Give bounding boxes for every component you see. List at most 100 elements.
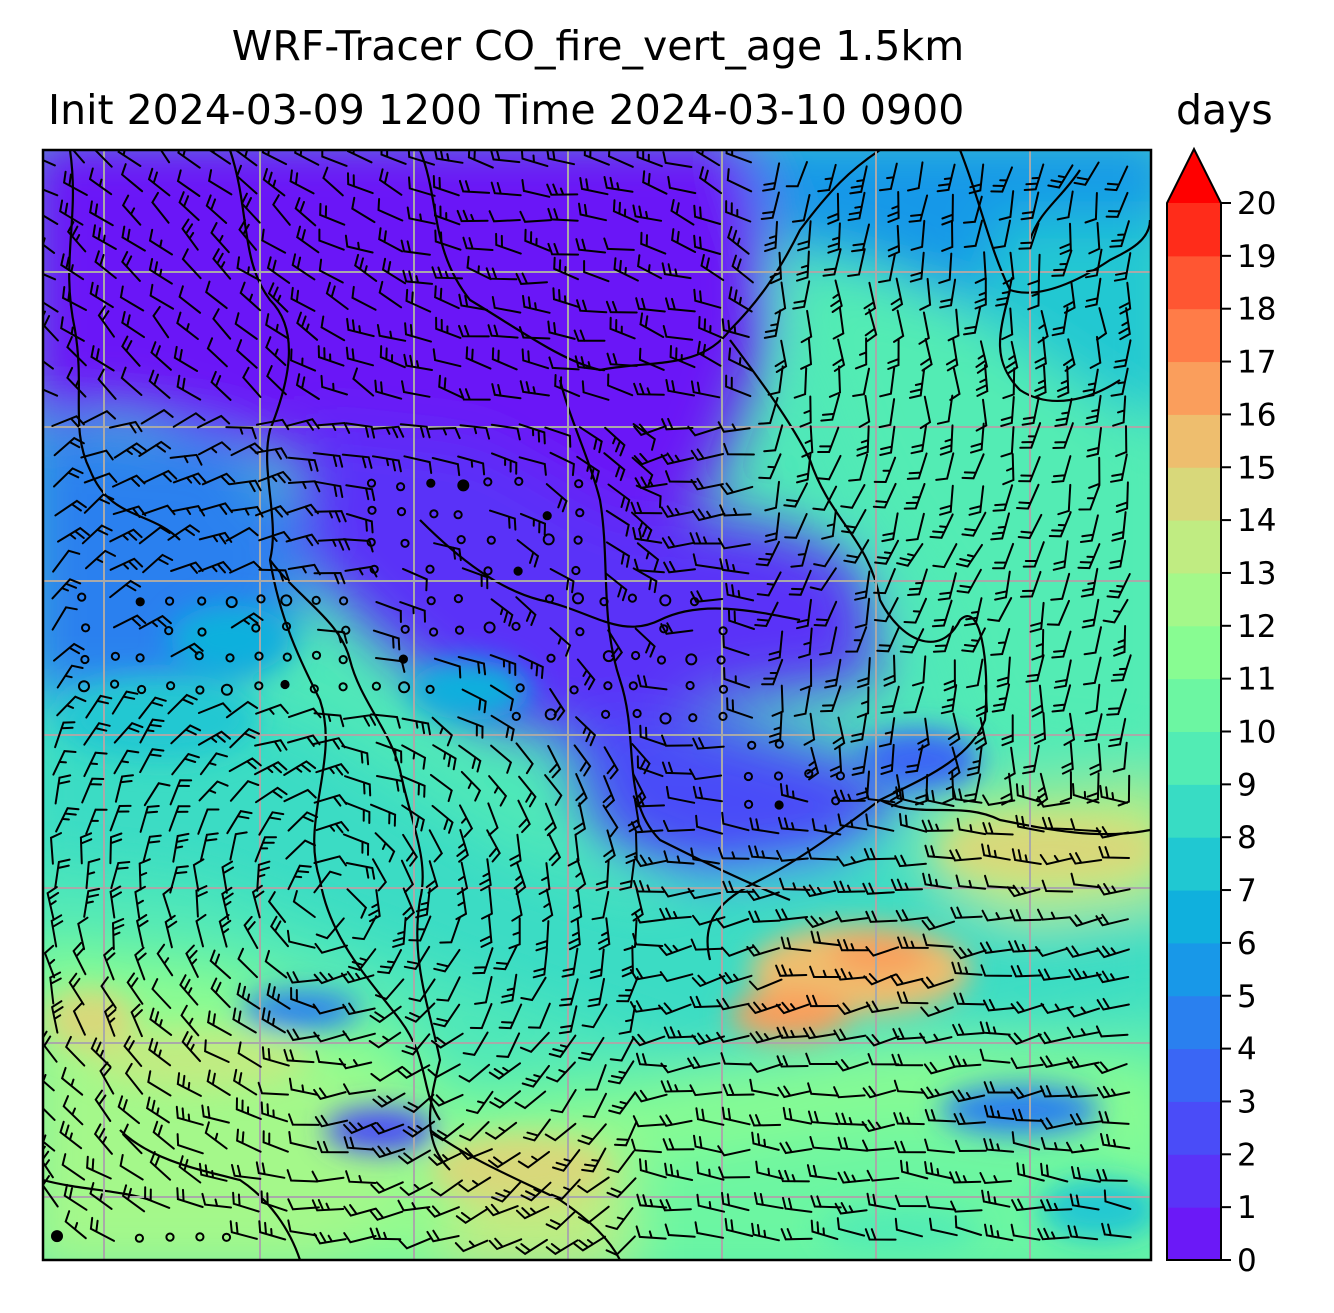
- wind-barb: [80, 449, 114, 461]
- wind-barb: [836, 1217, 866, 1237]
- wind-barb: [662, 325, 694, 341]
- wind-barb: [1071, 1166, 1101, 1183]
- wind-barb: [605, 572, 628, 602]
- wind-barb: [320, 374, 348, 396]
- wind-barb: [313, 1031, 347, 1043]
- wind-barb: [345, 513, 374, 534]
- wind-barb: [1084, 277, 1102, 308]
- wind-barb: [398, 1149, 431, 1165]
- wind-barb: [864, 1228, 897, 1241]
- wind-barb: [779, 783, 809, 803]
- wind-barb: [856, 425, 870, 457]
- wind-barb: [343, 1083, 377, 1095]
- wind-barb: [139, 805, 160, 833]
- wind-barb: [951, 961, 983, 976]
- wind-barb: [879, 366, 896, 398]
- wind-barb: [810, 930, 842, 947]
- wind-barb: [428, 1152, 462, 1167]
- calm-wind-circle: [513, 566, 523, 576]
- wind-barb: [317, 345, 345, 367]
- wind-barb: [121, 194, 142, 226]
- wind-barb: [1010, 1223, 1041, 1241]
- wind-barb: [1110, 654, 1132, 682]
- wind-barb: [1016, 1162, 1045, 1182]
- wind-barb: [722, 1083, 755, 1097]
- wind-barb: [774, 339, 788, 373]
- wind-barb: [780, 1228, 813, 1241]
- wind-barb: [173, 345, 199, 372]
- wind-barb: [229, 727, 260, 749]
- wind-barb: [516, 539, 540, 568]
- wind-barb: [313, 480, 344, 498]
- wind-barb: [1095, 970, 1130, 984]
- wind-barb: [863, 973, 897, 986]
- wind-barb: [576, 658, 596, 691]
- calm-wind-circle: [220, 683, 233, 696]
- wind-barb: [283, 1048, 315, 1064]
- wind-barb: [372, 629, 401, 651]
- colorbar-tick-label: 15: [1237, 450, 1276, 486]
- wind-barb: [488, 1237, 523, 1251]
- wind-barb: [66, 221, 87, 253]
- wind-barb: [113, 722, 144, 744]
- wind-barb: [547, 320, 576, 340]
- colorbar-tick-label: 5: [1237, 979, 1257, 1015]
- wind-barb: [148, 369, 171, 399]
- wind-barb: [542, 888, 554, 922]
- wind-barb: [796, 598, 812, 630]
- wind-barb: [776, 1026, 810, 1039]
- wind-barb: [578, 426, 603, 454]
- wind-barb: [83, 887, 101, 918]
- wind-barb: [775, 964, 808, 977]
- wind-barb: [479, 858, 492, 892]
- wind-barb: [880, 685, 900, 714]
- wind-barb: [519, 210, 552, 223]
- wind-barb: [851, 745, 869, 776]
- wind-barb: [149, 1151, 172, 1181]
- wind-barb: [428, 426, 461, 440]
- wind-barb: [345, 1170, 377, 1184]
- wind-barb: [866, 1192, 897, 1211]
- wind-barb: [605, 541, 631, 568]
- wind-barb: [210, 222, 230, 254]
- wind-barb: [693, 1134, 722, 1154]
- wind-barb: [1023, 163, 1045, 191]
- wind-barb: [995, 277, 1013, 307]
- wind-barb: [667, 175, 697, 195]
- wind-barb: [404, 322, 432, 343]
- wind-barb: [1022, 744, 1040, 775]
- wind-barb: [591, 890, 610, 921]
- wind-barb: [371, 425, 405, 439]
- wind-barb: [109, 528, 143, 543]
- wind-barb: [899, 813, 928, 833]
- wind-barb: [923, 1061, 958, 1075]
- wind-barb: [257, 1081, 289, 1096]
- wind-barb: [852, 367, 870, 397]
- wind-barb: [1040, 1162, 1069, 1183]
- wind-barb: [788, 569, 812, 596]
- wind-barb: [521, 348, 550, 370]
- wind-barb: [474, 976, 493, 1005]
- wind-barb: [1084, 713, 1103, 743]
- wind-barb: [605, 509, 630, 537]
- wind-barb: [639, 312, 665, 338]
- wind-barb: [430, 1032, 464, 1049]
- wind-barb: [1067, 1224, 1099, 1241]
- wind-barb: [1009, 909, 1042, 922]
- calm-wind-circle: [165, 596, 175, 606]
- wind-barb: [817, 163, 837, 193]
- wind-barb: [138, 614, 172, 630]
- wind-barb: [1099, 784, 1128, 804]
- wind-barb: [262, 1130, 289, 1153]
- calm-wind-circle: [281, 621, 292, 632]
- wind-barb: [236, 1128, 262, 1153]
- wind-barb: [520, 1181, 552, 1202]
- wind-barb: [583, 260, 610, 283]
- wind-barb: [546, 183, 579, 196]
- wind-barb: [432, 1123, 465, 1142]
- wind-barb: [314, 942, 348, 954]
- wind-barb: [296, 225, 320, 254]
- wind-barb: [632, 423, 656, 451]
- colorbar-outline: [1166, 146, 1222, 1261]
